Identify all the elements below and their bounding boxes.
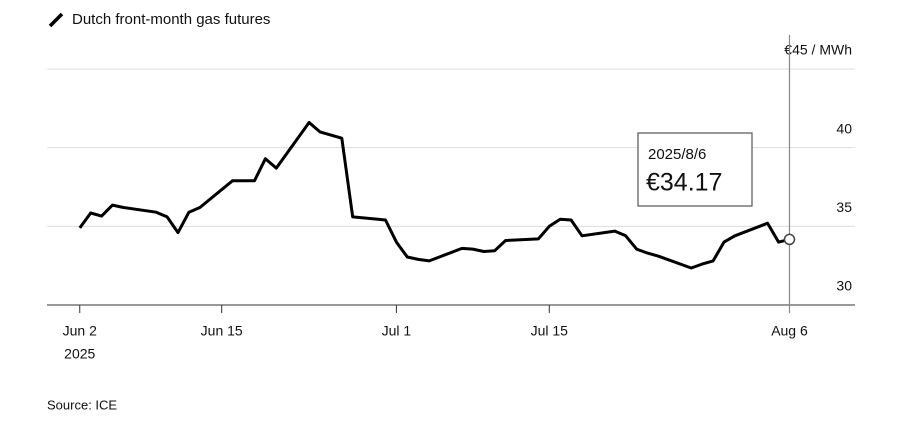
y-tick-label: 40 (836, 120, 852, 136)
x-tick-label: Jun 15 (201, 323, 243, 339)
annotation-date: 2025/8/6 (648, 146, 706, 163)
end-marker (783, 233, 796, 246)
line-series (78, 121, 790, 270)
x-tick-label: Jul 1 (382, 323, 412, 339)
x-tick-label: Aug 6 (771, 323, 808, 339)
x-tick-label: Jun 2 (63, 323, 97, 339)
x-year-label: 2025 (64, 346, 95, 362)
y-tick-label: 30 (836, 278, 852, 294)
chart-title: Dutch front-month gas futures (72, 11, 270, 28)
y-tick-label: 35 (836, 199, 852, 215)
annotation-value: €34.17 (646, 169, 722, 197)
y-tick-label: €45 / MWh (784, 42, 852, 58)
x-tick-label: Jul 15 (531, 323, 569, 339)
annotation-box (637, 132, 753, 207)
source: Source: ICE (47, 397, 117, 412)
legend-icon (48, 12, 64, 28)
